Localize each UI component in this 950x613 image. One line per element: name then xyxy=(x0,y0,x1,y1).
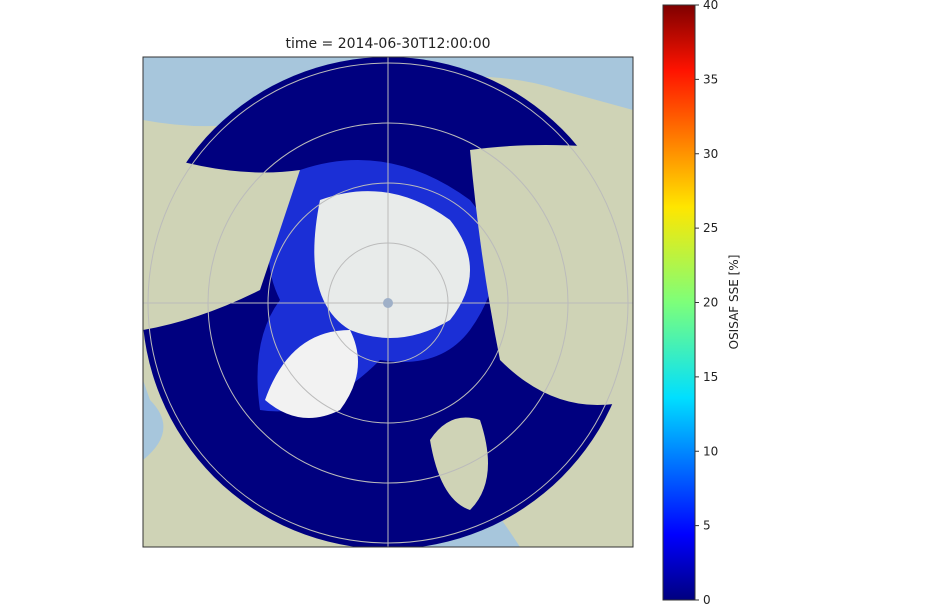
colorbar-tick-label: 25 xyxy=(703,221,718,235)
map-title: time = 2014-06-30T12:00:00 xyxy=(285,36,490,52)
colorbar-tick-label: 0 xyxy=(703,593,711,607)
colorbar xyxy=(662,4,696,601)
colorbar-tick-label: 40 xyxy=(703,0,718,12)
colorbar-tick-label: 30 xyxy=(703,147,718,161)
colorbar-tick-label: 5 xyxy=(703,519,711,533)
colorbar-label: OSISAF SSE [%] xyxy=(727,255,741,350)
colorbar-tick-label: 20 xyxy=(703,296,718,310)
map-frame xyxy=(142,56,634,548)
map xyxy=(143,57,633,547)
colorbar-tick-label: 10 xyxy=(703,444,718,458)
colorbar-tick-label: 35 xyxy=(703,72,718,86)
colorbar-tick-label: 15 xyxy=(703,370,718,384)
